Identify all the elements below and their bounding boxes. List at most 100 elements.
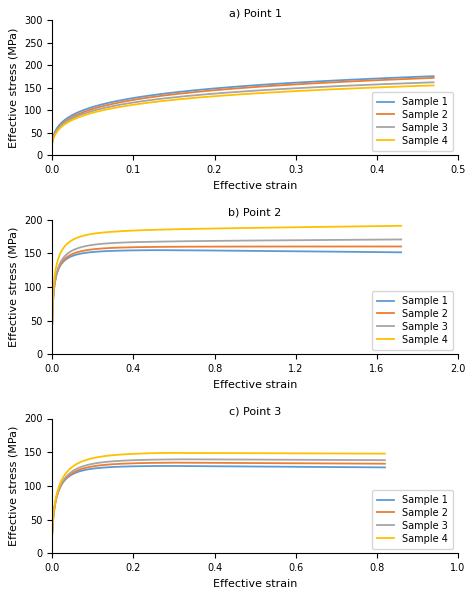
Sample 3 <box>398 236 404 243</box>
Sample 1 <box>139 247 145 254</box>
Sample 1 <box>246 463 252 470</box>
Sample 2 <box>304 80 310 87</box>
Legend: Sample 1, Sample 2, Sample 3, Sample 4: Sample 1, Sample 2, Sample 3, Sample 4 <box>372 291 453 349</box>
Sample 4 <box>207 225 213 232</box>
Sample 3 <box>301 456 306 463</box>
Sample 1 <box>398 249 404 256</box>
Sample 1 <box>49 137 55 144</box>
Sample 3 <box>382 457 388 464</box>
Sample 1 <box>222 84 228 91</box>
Sample 1 <box>49 319 55 327</box>
Title: a) Point 1: a) Point 1 <box>228 8 282 19</box>
Y-axis label: Effective stress (MPa): Effective stress (MPa) <box>9 27 18 148</box>
Sample 4 <box>337 85 342 93</box>
Sample 2 <box>201 459 206 466</box>
Sample 4 <box>274 88 280 96</box>
Sample 4 <box>147 99 153 106</box>
Sample 1 <box>304 78 310 85</box>
Sample 1 <box>255 247 261 254</box>
Sample 3 <box>312 236 318 244</box>
Sample 1 <box>283 248 289 255</box>
Sample 1 <box>208 247 213 254</box>
Sample 2 <box>207 243 213 250</box>
Sample 3 <box>272 456 278 463</box>
Sample 4 <box>201 450 206 457</box>
Title: b) Point 2: b) Point 2 <box>228 207 282 217</box>
Sample 4 <box>108 452 114 459</box>
Line: Sample 3: Sample 3 <box>52 82 434 143</box>
Sample 3 <box>431 79 437 86</box>
Sample 1 <box>151 247 156 254</box>
X-axis label: Effective strain: Effective strain <box>213 181 297 190</box>
Sample 3 <box>139 238 145 245</box>
Sample 1 <box>147 92 153 99</box>
X-axis label: Effective strain: Effective strain <box>213 380 297 390</box>
Sample 2 <box>111 244 117 251</box>
Sample 2 <box>382 460 388 467</box>
Sample 4 <box>49 317 55 324</box>
Sample 3 <box>49 139 55 146</box>
Sample 4 <box>382 450 388 457</box>
Sample 2 <box>398 243 404 250</box>
Sample 2 <box>135 460 141 467</box>
Sample 4 <box>283 224 288 231</box>
Line: Sample 3: Sample 3 <box>52 459 385 534</box>
Sample 4 <box>135 450 141 457</box>
X-axis label: Effective strain: Effective strain <box>213 578 297 589</box>
Sample 2 <box>337 78 342 85</box>
Sample 2 <box>312 243 318 250</box>
Sample 2 <box>147 94 153 101</box>
Legend: Sample 1, Sample 2, Sample 3, Sample 4: Sample 1, Sample 2, Sample 3, Sample 4 <box>372 490 453 549</box>
Sample 4 <box>111 228 117 235</box>
Sample 3 <box>207 238 213 245</box>
Line: Sample 3: Sample 3 <box>52 239 401 324</box>
Y-axis label: Effective stress (MPa): Effective stress (MPa) <box>9 426 18 546</box>
Sample 1 <box>301 463 306 470</box>
Sample 4 <box>312 223 318 230</box>
Sample 1 <box>274 80 280 87</box>
Sample 4 <box>246 450 252 457</box>
Sample 4 <box>139 227 145 234</box>
Sample 3 <box>337 82 342 90</box>
Y-axis label: Effective stress (MPa): Effective stress (MPa) <box>9 227 18 347</box>
Sample 4 <box>49 530 55 537</box>
Sample 3 <box>49 530 55 537</box>
Sample 2 <box>49 530 55 537</box>
Sample 1 <box>272 463 278 470</box>
Sample 2 <box>431 74 437 81</box>
Line: Sample 2: Sample 2 <box>52 247 401 324</box>
Sample 4 <box>255 224 261 232</box>
Sample 1 <box>117 97 123 104</box>
Sample 3 <box>135 457 141 464</box>
Sample 2 <box>117 99 123 106</box>
Sample 4 <box>163 450 169 457</box>
Sample 1 <box>111 247 117 254</box>
Sample 1 <box>337 76 342 84</box>
Sample 2 <box>274 82 280 89</box>
Line: Sample 2: Sample 2 <box>52 463 385 534</box>
Sample 2 <box>49 139 55 146</box>
Sample 1 <box>135 463 141 470</box>
Sample 2 <box>246 460 252 467</box>
Sample 3 <box>111 239 117 247</box>
Sample 1 <box>382 464 388 471</box>
Sample 3 <box>222 89 228 96</box>
Line: Sample 4: Sample 4 <box>52 453 385 533</box>
Sample 1 <box>49 529 55 536</box>
Sample 4 <box>398 222 404 229</box>
Sample 3 <box>246 456 252 463</box>
Line: Sample 2: Sample 2 <box>52 78 434 143</box>
Sample 2 <box>301 460 306 467</box>
Sample 3 <box>147 97 153 104</box>
Sample 4 <box>222 92 228 99</box>
Line: Sample 1: Sample 1 <box>52 466 385 533</box>
Sample 4 <box>301 450 306 457</box>
Sample 2 <box>49 320 55 327</box>
Line: Sample 1: Sample 1 <box>52 76 434 141</box>
Line: Sample 4: Sample 4 <box>52 85 434 143</box>
Title: c) Point 3: c) Point 3 <box>229 407 281 416</box>
Sample 1 <box>108 463 114 470</box>
Sample 3 <box>108 458 114 465</box>
Line: Sample 4: Sample 4 <box>52 226 401 321</box>
Sample 3 <box>117 101 123 109</box>
